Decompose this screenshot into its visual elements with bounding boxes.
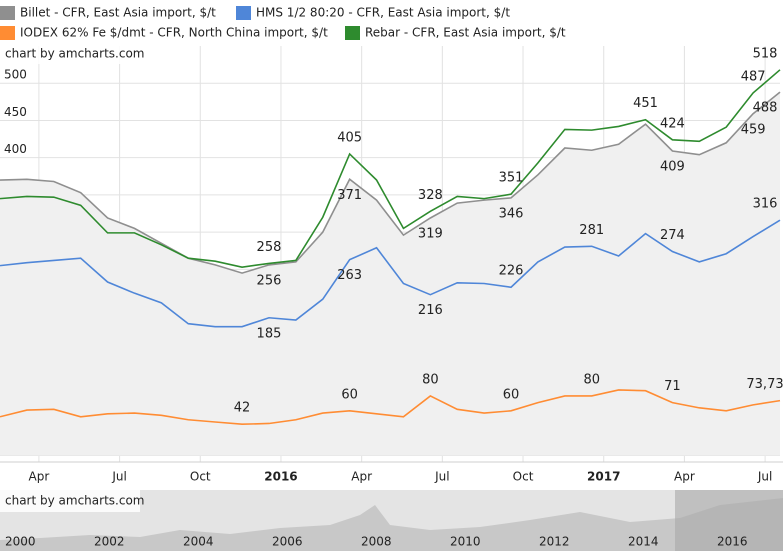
series-line (0, 219, 781, 328)
scrollbar-preview (0, 498, 783, 551)
y-tick-label: 450 (4, 105, 27, 119)
legend-swatch (0, 6, 15, 20)
scrollbar-label: 2016 (717, 535, 748, 549)
x-tick-label: Apr (29, 470, 50, 484)
scrollbar-label: 2002 (94, 535, 125, 549)
legend-swatch (236, 6, 251, 20)
legend-label: Billet - CFR, East Asia import, $/t (20, 6, 216, 20)
x-tick-label: Jul (111, 470, 126, 484)
area-fill (0, 92, 780, 456)
data-label: 216 (418, 303, 443, 318)
data-label: 371 (337, 188, 362, 203)
x-tick-label: 2017 (587, 470, 620, 484)
data-label: 60 (503, 387, 520, 402)
data-label: 409 (660, 159, 685, 174)
scrollbar-label: 2008 (361, 535, 392, 549)
data-label: 263 (337, 268, 362, 283)
y-tick-label: 500 (4, 68, 27, 82)
scrollbar-label: 2000 (5, 535, 36, 549)
data-label: 258 (257, 240, 282, 255)
scrollbar-label: 2012 (539, 535, 570, 549)
data-label: 80 (422, 372, 439, 387)
data-label: 459 (741, 122, 766, 137)
data-label: 424 (660, 116, 685, 131)
data-label: 274 (660, 228, 685, 243)
data-label: 488 (753, 101, 778, 116)
data-label: 42 (234, 401, 251, 416)
data-label: 185 (257, 326, 282, 341)
data-label: 518 (753, 46, 778, 61)
data-label: 71 (664, 379, 681, 394)
data-label: 316 (753, 197, 778, 212)
data-label: 451 (633, 96, 658, 111)
data-label: 319 (418, 226, 443, 241)
plot-area: 050100150200250300350400450500AprJulOct2… (0, 46, 783, 484)
data-label: 281 (579, 223, 604, 238)
data-label: 256 (257, 273, 282, 288)
credit: chart by amcharts.com (5, 47, 144, 61)
data-label: 60 (341, 387, 358, 402)
scrollbar-label: 2006 (272, 535, 303, 549)
x-tick-label: Oct (190, 470, 211, 484)
x-tick-label: 2016 (264, 470, 297, 484)
x-tick-label: Apr (674, 470, 695, 484)
scrollbar-label: 2010 (450, 535, 481, 549)
data-label: 487 (741, 69, 766, 84)
data-label: 73,73 (746, 377, 783, 392)
credit-bg (0, 44, 140, 64)
x-tick-label: Jul (757, 470, 772, 484)
legend-swatch (0, 26, 15, 40)
x-tick-label: Jul (434, 470, 449, 484)
series-line (0, 91, 781, 274)
scrollbar-credit-bg (0, 490, 140, 512)
data-label: 226 (499, 264, 524, 279)
series-line (0, 389, 781, 426)
legend-label: HMS 1/2 80:20 - CFR, East Asia import, $… (256, 6, 510, 20)
legend-label: IODEX 62% Fe $/dmt - CFR, North China im… (20, 26, 328, 40)
legend-swatch (345, 26, 360, 40)
scrollbar-label: 2014 (628, 535, 659, 549)
x-tick-label: Apr (351, 470, 372, 484)
data-label: 328 (418, 188, 443, 203)
y-tick-label: 400 (4, 142, 27, 156)
scrollbar-label: 2004 (183, 535, 214, 549)
scrollbar-selection[interactable] (675, 490, 783, 551)
x-tick-label: Oct (513, 470, 534, 484)
data-label: 80 (583, 372, 600, 387)
data-label: 346 (499, 206, 524, 221)
series-line (0, 69, 781, 268)
legend: Billet - CFR, East Asia import, $/t HMS 1… (0, 6, 566, 40)
legend-label: Rebar - CFR, East Asia import, $/t (365, 26, 566, 40)
data-label: 351 (499, 171, 524, 186)
data-label: 405 (337, 130, 362, 145)
scrollbar-credit: chart by amcharts.com (5, 494, 144, 508)
